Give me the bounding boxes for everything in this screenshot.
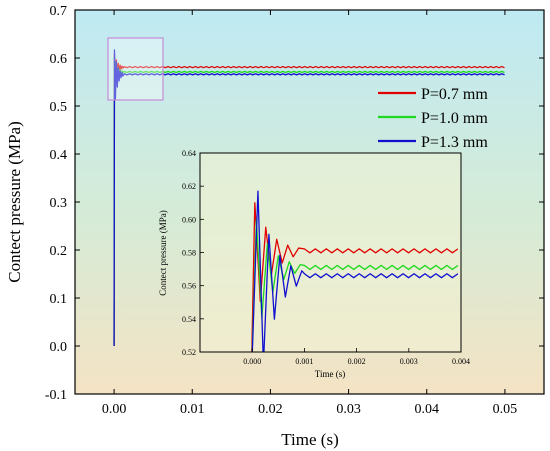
y-tick-label: 0.5 [50,100,68,115]
inset-axes: 0.000 0.001 0.002 0.003 0.004 0.52 0.54 0.56 0.5… [182,149,470,366]
main-axes: 0.00 0.01 0.02 0.03 0.04 0.05 -0.1 0.0 0.1 0.2 0.3… [45,4,544,417]
legend-label: P=0.7 mm [421,86,488,103]
inset-y-tick-label: 0.56 [182,282,196,291]
inset-series-lines [251,190,459,352]
inset-y-tick-label: 0.54 [182,315,196,324]
y-tick-label: 0.4 [50,148,68,163]
legend-label: P=1.3 mm [421,134,488,151]
y-tick-label: 0.3 [50,196,68,211]
series-line-inset-1 [251,218,459,352]
inset-y-tick-label: 0.52 [182,348,196,357]
x-tick-label: 0.00 [102,402,127,417]
series-line-inset-0 [251,202,459,352]
inset-x-axis-label: Time (s) [315,369,345,379]
y-tick-label: 0.6 [50,52,68,67]
main-x-axis-label: Time (s) [281,430,338,449]
legend-label: P=1.0 mm [421,110,488,127]
y-tick-label: 0.0 [50,340,68,355]
inset-y-tick-label: 0.58 [182,249,196,258]
zoom-highlight-box [107,37,164,101]
inset-y-axis-label: Contect pressure (MPa) [158,210,168,295]
main-y-axis-label: Contect pressure (MPa) [5,121,24,282]
x-tick-label: 0.04 [415,402,440,417]
legend: P=0.7 mm P=1.0 mm P=1.3 mm [378,86,488,151]
inset-x-tick-label: 0.004 [452,357,470,366]
inset-y-tick-label: 0.60 [182,215,196,224]
series-line-inset-2 [251,190,459,352]
x-tick-label: 0.02 [258,402,283,417]
y-tick-label: -0.1 [45,388,67,403]
inset-x-tick-label: 0.003 [400,357,418,366]
y-tick-label: 0.1 [50,292,68,307]
x-tick-label: 0.03 [336,402,361,417]
inset-y-tick-label: 0.62 [182,182,196,191]
x-tick-label: 0.05 [493,402,518,417]
inset-x-tick-label: 0.000 [243,357,261,366]
y-tick-label: 0.2 [50,244,68,259]
inset-y-tick-label: 0.64 [182,149,196,158]
inset-x-tick-label: 0.002 [348,357,366,366]
x-tick-label: 0.01 [180,402,205,417]
inset-x-tick-label: 0.001 [295,357,313,366]
y-tick-label: 0.7 [50,4,68,19]
